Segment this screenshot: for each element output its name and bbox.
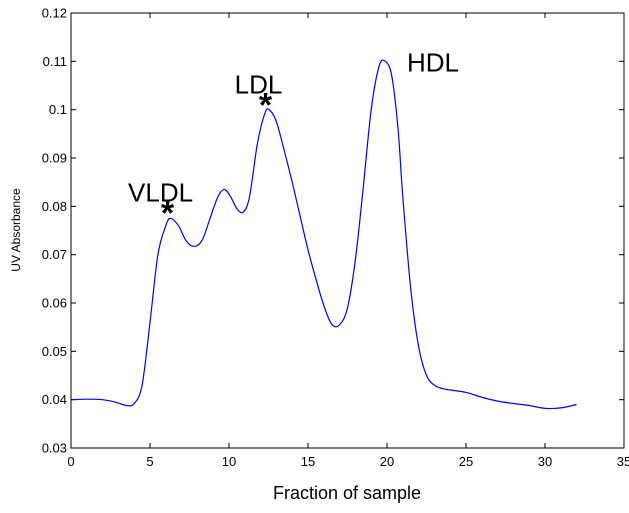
x-tick-label: 15 — [301, 454, 315, 469]
series-group — [70, 59, 577, 410]
annotation-label: LDL — [235, 70, 283, 100]
annotation-marker: * — [259, 87, 273, 125]
y-tick-label: 0.09 — [42, 151, 67, 166]
plot-area — [70, 12, 625, 449]
annotation-marker: * — [161, 194, 175, 232]
y-tick-label: 0.08 — [42, 199, 67, 214]
x-tick-label: 30 — [538, 454, 552, 469]
y-axis-label: UV Absorbance — [9, 188, 23, 272]
series-line — [70, 59, 577, 410]
y-tick-label: 0.03 — [42, 441, 67, 456]
y-tick-label: 0.06 — [42, 296, 67, 311]
annotation-label: HDL — [407, 47, 459, 77]
annotation-label: VLDL — [128, 177, 193, 207]
axis-ticks: 0 5 10 15 20 25 30 35 0.03 0.04 0.05 0.06 0.07 0.08 0.… — [42, 6, 629, 470]
y-tick-label: 0.07 — [42, 247, 67, 262]
x-tick-label: 5 — [146, 454, 153, 469]
y-tick-label: 0.11 — [43, 54, 67, 69]
x-tick-label: 20 — [380, 454, 394, 469]
y-tick-label: 0.05 — [42, 344, 67, 359]
x-tick-label: 35 — [617, 454, 629, 469]
y-tick-label: 0.04 — [42, 392, 67, 407]
y-tick-label: 0.12 — [42, 6, 67, 21]
x-tick-label: 10 — [222, 454, 236, 469]
x-axis-label: Fraction of sample — [273, 483, 421, 503]
x-tick-label: 0 — [67, 454, 74, 469]
x-tick-label: 25 — [459, 454, 473, 469]
y-tick-label: 0.1 — [49, 102, 67, 117]
